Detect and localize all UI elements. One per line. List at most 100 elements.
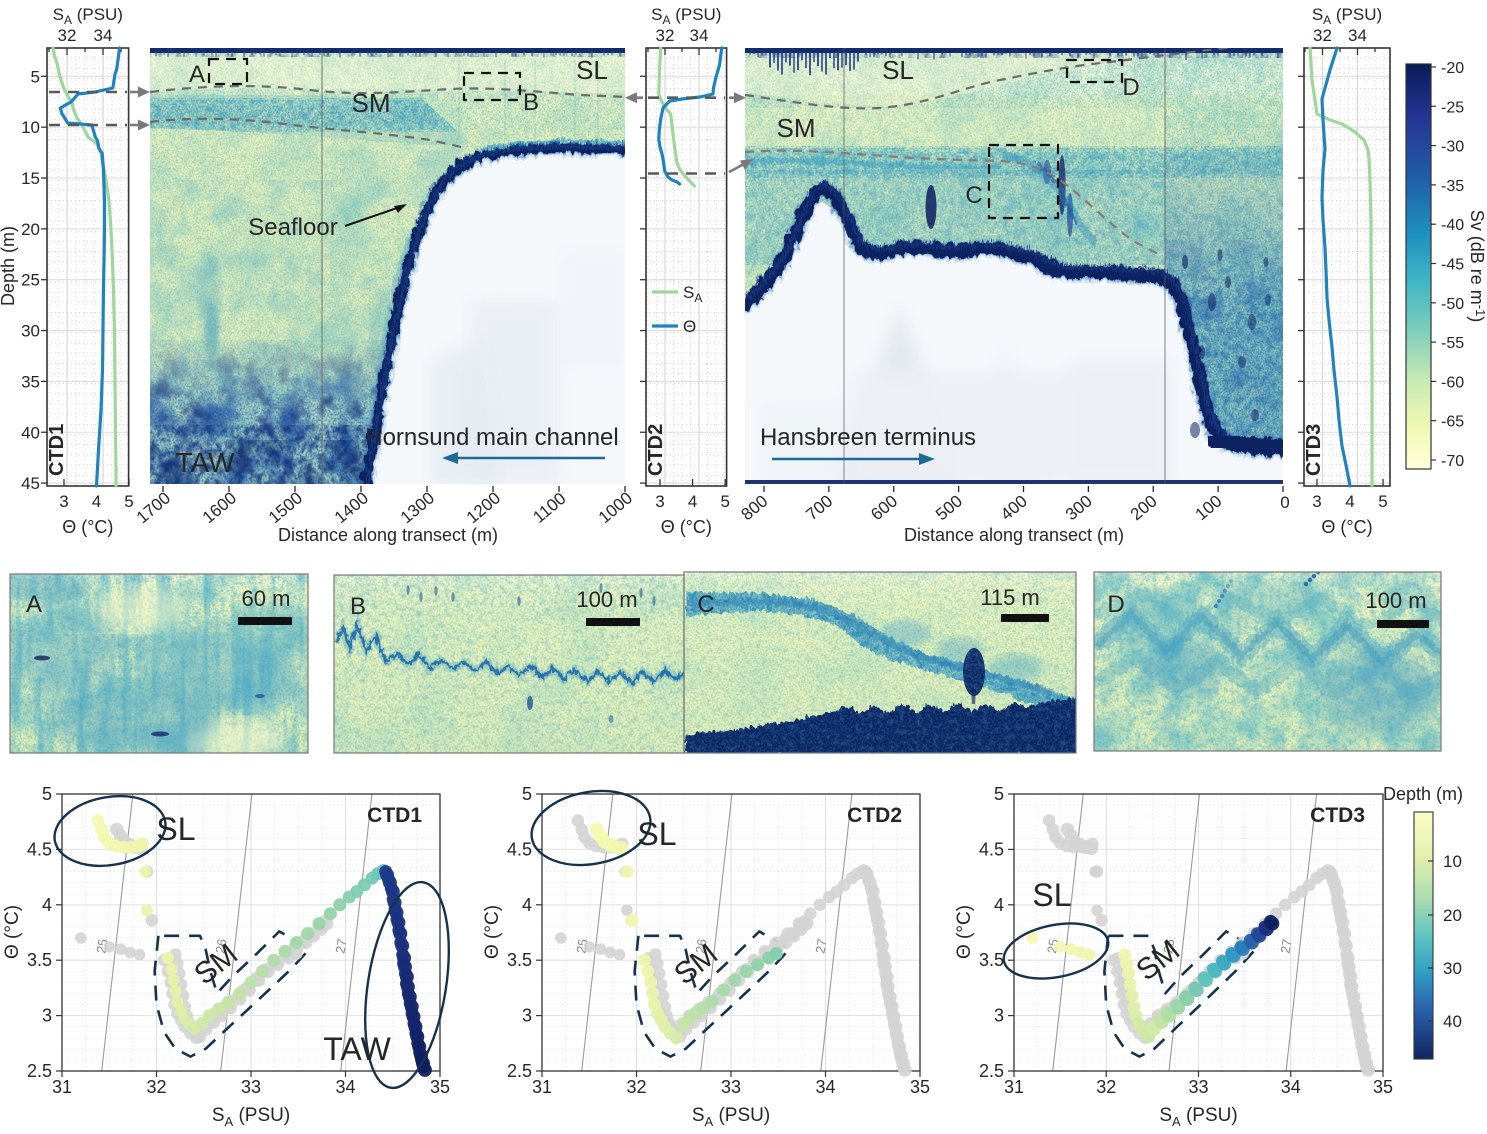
svg-text:B: B — [523, 89, 539, 116]
svg-text:CTD3: CTD3 — [1310, 804, 1365, 827]
svg-text:CTD1: CTD1 — [46, 424, 68, 476]
svg-text:34: 34 — [690, 26, 709, 45]
svg-text:3: 3 — [1312, 492, 1321, 511]
svg-text:3: 3 — [655, 492, 664, 511]
svg-text:30: 30 — [1443, 959, 1462, 978]
svg-text:SA (PSU): SA (PSU) — [651, 5, 721, 27]
svg-text:C: C — [965, 182, 982, 209]
svg-text:SA (PSU): SA (PSU) — [692, 1105, 770, 1129]
svg-text:Distance along transect (m): Distance along transect (m) — [278, 525, 498, 545]
svg-text:A: A — [189, 61, 205, 88]
svg-text:20: 20 — [21, 220, 40, 239]
svg-text:100 m: 100 m — [576, 587, 637, 612]
svg-text:Hornsund main channel: Hornsund main channel — [365, 424, 619, 451]
svg-text:Distance along transect (m): Distance along transect (m) — [904, 525, 1124, 545]
svg-text:31: 31 — [1004, 1077, 1024, 1097]
svg-text:4: 4 — [42, 895, 52, 915]
svg-text:5: 5 — [42, 784, 52, 804]
svg-text:A: A — [26, 591, 42, 618]
svg-text:27: 27 — [812, 938, 829, 955]
svg-text:5: 5 — [720, 492, 729, 511]
svg-text:SM: SM — [352, 88, 391, 118]
svg-text:31: 31 — [52, 1077, 72, 1097]
svg-text:0: 0 — [1280, 493, 1289, 512]
svg-text:-40: -40 — [1441, 217, 1464, 234]
svg-text:40: 40 — [21, 423, 40, 442]
svg-text:35: 35 — [430, 1077, 450, 1097]
svg-text:4: 4 — [522, 895, 532, 915]
svg-text:5: 5 — [994, 784, 1004, 804]
svg-text:5: 5 — [522, 784, 532, 804]
svg-text:4: 4 — [688, 492, 697, 511]
svg-text:Θ (°C): Θ (°C) — [954, 905, 975, 959]
svg-text:32: 32 — [1313, 26, 1332, 45]
svg-text:D: D — [1122, 74, 1139, 101]
svg-text:2.5: 2.5 — [979, 1061, 1004, 1081]
svg-text:5: 5 — [124, 492, 133, 511]
svg-text:3.5: 3.5 — [507, 950, 532, 970]
svg-text:2.5: 2.5 — [507, 1061, 532, 1081]
svg-text:30: 30 — [21, 322, 40, 341]
svg-text:SL: SL — [637, 816, 676, 852]
svg-text:32: 32 — [656, 26, 675, 45]
svg-text:33: 33 — [241, 1077, 261, 1097]
svg-text:Θ (°C): Θ (°C) — [62, 517, 113, 537]
svg-text:3: 3 — [59, 492, 68, 511]
svg-text:4: 4 — [994, 895, 1004, 915]
svg-text:32: 32 — [1096, 1077, 1116, 1097]
svg-text:4.5: 4.5 — [27, 839, 52, 859]
svg-text:3: 3 — [42, 1006, 52, 1026]
svg-text:4: 4 — [92, 492, 101, 511]
svg-text:2.5: 2.5 — [27, 1061, 52, 1081]
svg-text:35: 35 — [1373, 1077, 1393, 1097]
svg-text:15: 15 — [21, 169, 40, 188]
svg-text:100 m: 100 m — [1365, 588, 1426, 613]
svg-text:C: C — [697, 591, 714, 618]
svg-text:45: 45 — [21, 474, 40, 493]
svg-text:4: 4 — [1345, 492, 1354, 511]
svg-text:Seafloor: Seafloor — [248, 214, 337, 241]
svg-text:31: 31 — [532, 1077, 552, 1097]
svg-text:115 m: 115 m — [980, 585, 1040, 610]
svg-text:10: 10 — [21, 118, 40, 137]
svg-text:-70: -70 — [1441, 453, 1464, 470]
svg-text:Sv (dB re m-1): Sv (dB re m-1) — [1467, 210, 1487, 323]
svg-text:CTD1: CTD1 — [367, 804, 422, 827]
svg-text:34: 34 — [1281, 1077, 1301, 1097]
svg-text:26: 26 — [212, 938, 229, 955]
svg-text:27: 27 — [1277, 938, 1294, 955]
svg-text:-60: -60 — [1441, 374, 1464, 391]
svg-text:5: 5 — [31, 67, 40, 86]
svg-text:TAW: TAW — [323, 1031, 391, 1067]
svg-text:SM: SM — [777, 113, 816, 143]
svg-text:-35: -35 — [1441, 178, 1464, 195]
svg-text:Depth (m): Depth (m) — [1383, 784, 1463, 804]
svg-text:3.5: 3.5 — [979, 950, 1004, 970]
svg-text:B: B — [350, 593, 366, 620]
svg-text:27: 27 — [332, 938, 349, 955]
svg-text:34: 34 — [1348, 26, 1367, 45]
svg-text:CTD2: CTD2 — [847, 804, 902, 827]
svg-text:SA (PSU): SA (PSU) — [1312, 5, 1382, 27]
svg-text:33: 33 — [1188, 1077, 1208, 1097]
svg-text:33: 33 — [721, 1077, 741, 1097]
svg-text:25: 25 — [21, 271, 40, 290]
svg-text:3.5: 3.5 — [27, 950, 52, 970]
svg-text:-55: -55 — [1441, 335, 1464, 352]
svg-text:35: 35 — [910, 1077, 930, 1097]
svg-text:CTD3: CTD3 — [1303, 424, 1325, 476]
svg-text:Θ (°C): Θ (°C) — [482, 905, 503, 959]
svg-text:20: 20 — [1443, 906, 1462, 925]
svg-text:Θ (°C): Θ (°C) — [2, 905, 23, 959]
svg-text:3: 3 — [522, 1006, 532, 1026]
svg-text:SL: SL — [1032, 877, 1071, 913]
svg-text:-65: -65 — [1441, 414, 1464, 431]
svg-text:-50: -50 — [1441, 296, 1464, 313]
svg-text:SA (PSU): SA (PSU) — [212, 1105, 290, 1129]
svg-text:D: D — [1107, 591, 1124, 618]
svg-text:SL: SL — [576, 55, 608, 85]
svg-text:CTD2: CTD2 — [645, 424, 667, 476]
svg-text:SL: SL — [156, 811, 195, 847]
svg-text:32: 32 — [58, 26, 77, 45]
svg-text:TAW: TAW — [175, 447, 235, 478]
